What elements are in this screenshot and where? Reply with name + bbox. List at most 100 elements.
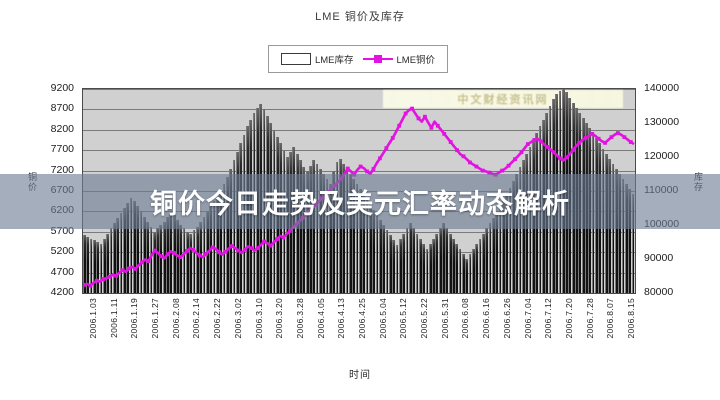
table-row (229, 168, 233, 293)
table-row (432, 238, 435, 293)
x-tick-label: 2006.5.04 (377, 298, 388, 339)
y-tick-left: 8700 (50, 102, 74, 115)
table-row (96, 242, 100, 293)
table-row (631, 194, 635, 293)
table-row (129, 197, 133, 293)
table-row (618, 174, 622, 293)
table-row (402, 233, 405, 293)
price-line (83, 106, 635, 288)
table-row (322, 174, 326, 293)
table-row (472, 248, 475, 293)
y-tick-left: 4700 (50, 265, 74, 278)
table-row (216, 196, 219, 293)
table-row (189, 233, 193, 293)
y-axis-left-ticks: 4200470052005700620067007200770082008700… (18, 82, 78, 298)
table-row (225, 177, 229, 293)
table-row (92, 240, 96, 293)
table-row (415, 233, 419, 293)
table-row (408, 223, 412, 293)
table-row (422, 243, 425, 293)
table-row (325, 179, 329, 293)
legend-label-price: LME铜价 (396, 55, 436, 66)
table-row (495, 213, 499, 293)
y-tick-left: 9200 (50, 82, 74, 94)
table-row (309, 165, 312, 293)
table-row (621, 179, 625, 293)
legend-label-inventory: LME库存 (314, 55, 354, 66)
table-row (219, 191, 223, 293)
x-tick-label: 2006.2.22 (212, 298, 223, 339)
table-row (452, 238, 455, 293)
legend-item-price: LME铜价 (362, 52, 436, 66)
line-swatch-icon (362, 54, 393, 64)
table-row (628, 189, 632, 293)
table-row (382, 225, 385, 293)
table-row (332, 170, 336, 293)
x-tick-label: 2006.5.12 (398, 298, 409, 339)
x-tick-label: 2006.6.26 (501, 298, 512, 339)
x-tick-label: 2006.4.13 (336, 298, 347, 339)
table-row (485, 228, 489, 293)
x-tick-label: 2006.1.19 (129, 298, 140, 339)
chart-legend: LME库存 LME铜价 (268, 45, 448, 73)
table-row (438, 228, 442, 293)
table-row (142, 216, 146, 293)
overlay-headline: 铜价今日走势及美元汇率动态解析 (150, 189, 570, 219)
table-row (156, 228, 159, 293)
table-row (615, 168, 618, 293)
table-row (372, 209, 376, 293)
x-tick-label: 2006.6.08 (460, 298, 471, 339)
table-row (418, 238, 422, 293)
x-tick-label: 2006.4.05 (315, 298, 326, 339)
table-row (89, 238, 93, 293)
table-row (412, 228, 415, 293)
y-tick-right: 80000 (644, 286, 674, 298)
table-row (462, 253, 465, 293)
chart-title: LME 铜价及库存 (315, 11, 405, 23)
table-row (99, 243, 103, 293)
table-row (302, 167, 306, 293)
table-row (152, 231, 156, 293)
table-row (352, 179, 356, 293)
table-row (305, 170, 309, 293)
table-row (196, 226, 199, 293)
table-row (392, 240, 395, 293)
table-row (345, 168, 349, 293)
table-row (478, 238, 482, 293)
x-tick-label: 2006.3.20 (274, 298, 285, 339)
x-tick-label: 2006.2.14 (191, 298, 202, 339)
x-tick-label: 2006.1.03 (88, 298, 98, 339)
table-row (425, 248, 429, 293)
table-row (388, 235, 392, 293)
x-tick-label: 2006.1.27 (150, 298, 161, 339)
table-row (359, 189, 362, 293)
y-tick-left: 7700 (50, 143, 74, 156)
table-row (498, 208, 502, 293)
x-tick-label: 2006.8.07 (605, 298, 616, 339)
table-row (102, 238, 106, 293)
table-row (83, 235, 86, 293)
y-tick-right: 130000 (644, 116, 680, 128)
table-row (405, 228, 409, 293)
x-tick-label: 2006.3.10 (253, 298, 264, 339)
table-row (385, 230, 389, 293)
y-tick-left: 4200 (50, 286, 74, 298)
x-tick-label: 2006.7.20 (563, 298, 574, 339)
table-row (395, 245, 399, 293)
table-row (468, 253, 472, 293)
table-row (355, 184, 359, 293)
x-tick-label: 2006.6.16 (481, 298, 492, 339)
table-row (182, 228, 186, 293)
table-row (186, 231, 189, 293)
table-row (368, 204, 372, 293)
table-row (86, 236, 90, 293)
x-tick-label: 2006.8.15 (626, 298, 636, 339)
overlay-banner (0, 174, 720, 229)
table-row (365, 199, 369, 293)
table-row (109, 228, 113, 293)
table-row (398, 238, 402, 293)
x-tick-label: 2006.2.08 (170, 298, 181, 339)
table-row (625, 184, 628, 293)
table-row (119, 213, 123, 293)
